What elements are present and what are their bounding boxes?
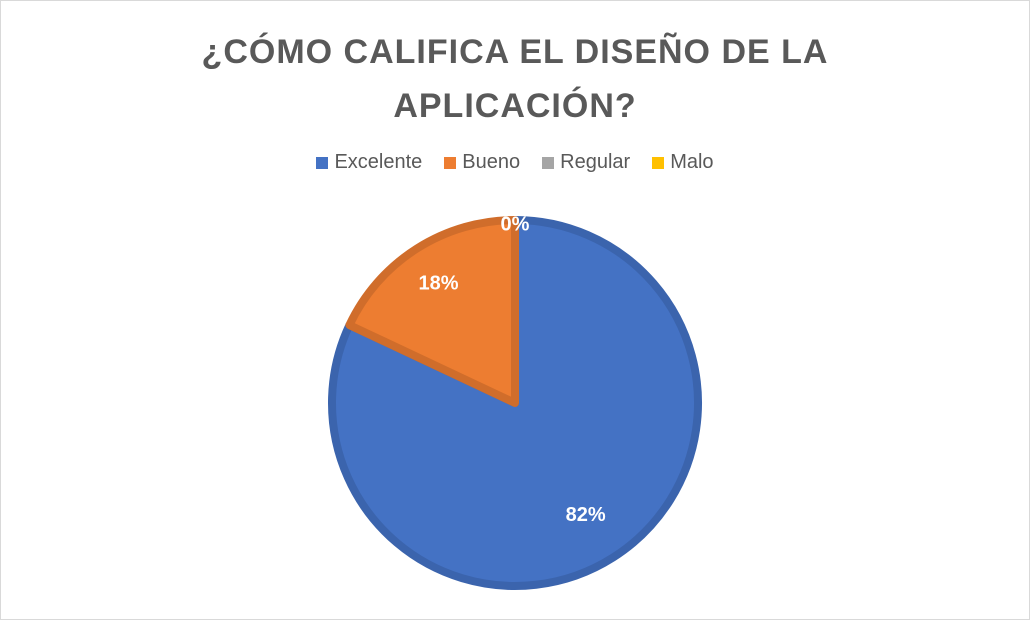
chart-title-line-1: ¿CÓMO CALIFICA EL DISEÑO DE LA — [201, 33, 829, 71]
chart-title: ¿CÓMO CALIFICA EL DISEÑO DE LA APLICACIÓ… — [1, 25, 1029, 133]
legend-label-regular: Regular — [560, 151, 631, 173]
legend-label-bueno: Bueno — [462, 151, 521, 173]
legend-item-bueno: Bueno — [444, 151, 520, 174]
legend-label-excelente: Excelente — [334, 151, 423, 173]
data-label-regular: 0% — [501, 214, 530, 236]
legend-swatch-bueno — [444, 156, 457, 169]
chart-title-line-2: APLICACIÓN? — [393, 87, 637, 125]
legend-item-excelente: Excelente — [316, 151, 422, 174]
data-label-excelente: 82% — [566, 504, 606, 526]
pie-slice-bueno — [345, 216, 519, 407]
legend-swatch-excelente — [316, 156, 329, 169]
legend-item-regular: Regular — [542, 151, 630, 174]
data-label-bueno: 18% — [419, 272, 459, 294]
legend-swatch-regular — [542, 156, 555, 169]
legend-label-malo: Malo — [670, 151, 714, 173]
legend-swatch-malo — [652, 156, 665, 169]
legend-item-malo: Malo — [652, 151, 714, 174]
chart-legend: Excelente Bueno Regular Malo — [1, 151, 1029, 174]
